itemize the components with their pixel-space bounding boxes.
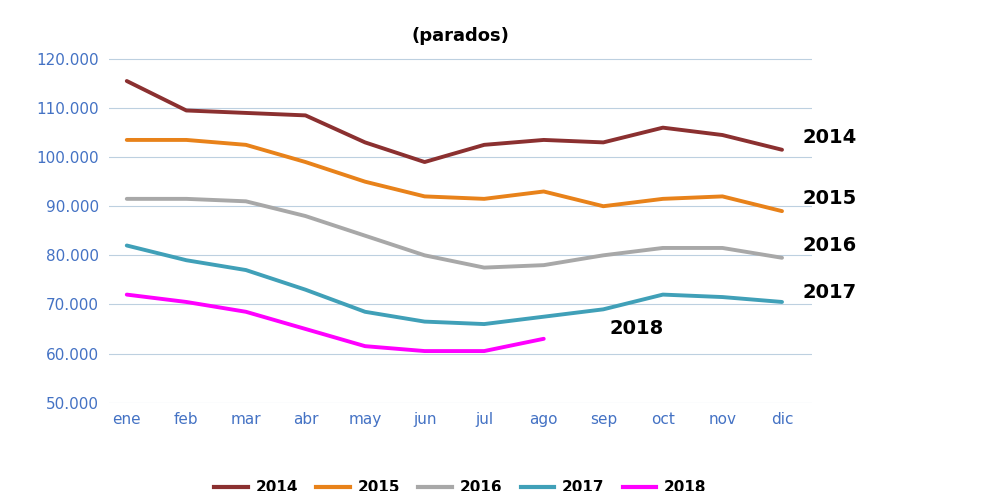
2014 <box>538 137 549 143</box>
Text: 2015: 2015 <box>803 190 857 208</box>
2016 <box>180 196 192 202</box>
2014 <box>717 132 729 138</box>
2018 <box>538 336 549 342</box>
2017 <box>359 309 371 315</box>
2016 <box>478 265 490 271</box>
2017 <box>538 314 549 320</box>
2015 <box>657 196 669 202</box>
2016 <box>538 262 549 268</box>
2015 <box>478 196 490 202</box>
Text: 2017: 2017 <box>803 283 857 301</box>
2016 <box>776 255 788 261</box>
Text: 2014: 2014 <box>803 128 857 147</box>
Text: 2016: 2016 <box>803 236 857 255</box>
2016 <box>121 196 133 202</box>
2016 <box>240 198 251 204</box>
2018 <box>121 292 133 298</box>
2014 <box>300 112 312 118</box>
2015 <box>597 203 609 209</box>
Line: 2016: 2016 <box>127 199 782 268</box>
2017 <box>597 306 609 312</box>
2014 <box>121 78 133 84</box>
2016 <box>419 252 431 258</box>
Line: 2017: 2017 <box>127 246 782 324</box>
2017 <box>121 243 133 248</box>
2016 <box>597 252 609 258</box>
2018 <box>419 348 431 354</box>
2014 <box>657 125 669 131</box>
2017 <box>240 267 251 273</box>
Line: 2015: 2015 <box>127 140 782 211</box>
2017 <box>717 294 729 300</box>
2016 <box>300 213 312 219</box>
2017 <box>300 287 312 293</box>
2016 <box>657 245 669 251</box>
2017 <box>419 319 431 325</box>
2014 <box>240 110 251 116</box>
2018 <box>240 309 251 315</box>
2018 <box>300 326 312 332</box>
2014 <box>180 108 192 113</box>
2014 <box>419 159 431 165</box>
2014 <box>776 147 788 153</box>
2015 <box>538 189 549 194</box>
2015 <box>419 193 431 199</box>
2015 <box>300 159 312 165</box>
2017 <box>776 299 788 305</box>
2015 <box>180 137 192 143</box>
Line: 2018: 2018 <box>127 295 544 351</box>
2014 <box>597 139 609 145</box>
2018 <box>478 348 490 354</box>
2015 <box>240 142 251 148</box>
2014 <box>359 139 371 145</box>
Legend: 2014, 2015, 2016, 2017, 2018: 2014, 2015, 2016, 2017, 2018 <box>208 474 713 491</box>
2018 <box>359 343 371 349</box>
2015 <box>121 137 133 143</box>
Text: 2018: 2018 <box>609 320 663 338</box>
2017 <box>657 292 669 298</box>
2016 <box>359 233 371 239</box>
2015 <box>776 208 788 214</box>
Title: (parados): (parados) <box>412 27 509 45</box>
2017 <box>478 321 490 327</box>
2015 <box>717 193 729 199</box>
2018 <box>180 299 192 305</box>
2017 <box>180 257 192 263</box>
2015 <box>359 179 371 185</box>
2014 <box>478 142 490 148</box>
Line: 2014: 2014 <box>127 81 782 162</box>
2016 <box>717 245 729 251</box>
